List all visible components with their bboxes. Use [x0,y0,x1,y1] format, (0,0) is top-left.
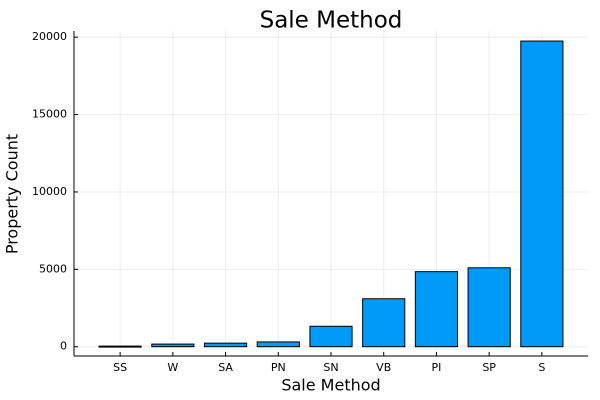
x-tick-label: PN [271,361,286,374]
x-tick-label: SS [113,361,127,374]
bars [98,40,564,348]
x-tick-label: W [167,361,178,374]
x-tick-label: SN [323,361,338,374]
bar-w [151,343,195,348]
bar-ss [98,345,142,348]
x-tick-label: VB [376,361,391,374]
bar-vb [362,298,406,348]
y-tick-label: 15000 [32,108,67,121]
bar-pn [256,341,300,348]
x-tick-label: PI [431,361,441,374]
x-tick-label: S [538,361,545,374]
axes: 0 5000 10000 15000 20000 SS W SA PN SN VB PI SP S [32,30,588,374]
x-axis-label: Sale Method [281,376,380,395]
bar-sp [467,267,511,348]
x-tick-label: SP [482,361,496,374]
y-tick-label: 5000 [39,262,67,275]
y-axis-label: Property Count [3,134,22,254]
y-tick-label: 10000 [32,185,67,198]
x-tick-label: SA [218,361,233,374]
bar-s [520,40,564,348]
grid-lines [74,31,588,356]
bar-sa [203,342,248,348]
y-tick-label: 0 [60,340,67,353]
y-tick-label: 20000 [32,30,67,43]
bar-sn [309,325,353,348]
chart-title: Sale Method [260,8,403,34]
bar-pi [414,271,459,348]
